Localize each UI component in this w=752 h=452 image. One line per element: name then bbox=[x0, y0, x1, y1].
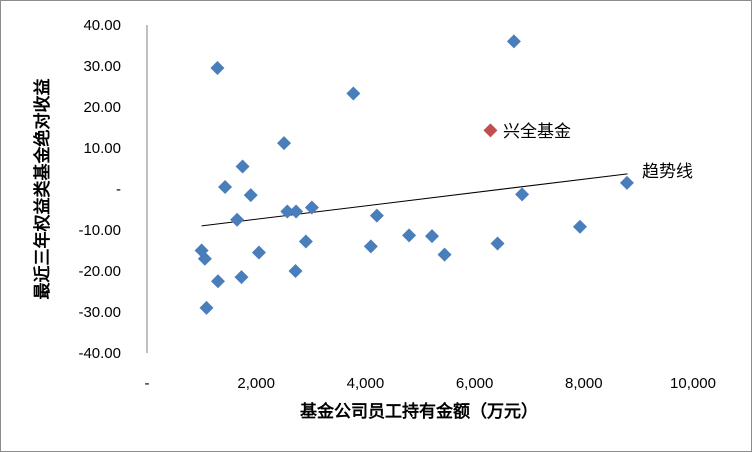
data-points bbox=[194, 34, 634, 315]
data-point bbox=[197, 251, 212, 266]
y-tick-label: 20.00 bbox=[83, 99, 121, 116]
data-point bbox=[490, 236, 505, 251]
data-point bbox=[402, 228, 417, 243]
trendline-label: 趋势线 bbox=[642, 162, 693, 182]
y-tick-label: -20.00 bbox=[78, 263, 121, 280]
trendline-layer bbox=[201, 173, 628, 227]
data-point bbox=[363, 239, 378, 254]
data-point bbox=[280, 204, 295, 219]
data-point bbox=[210, 274, 225, 289]
x-tick-label: 4,000 bbox=[347, 375, 385, 392]
x-tick-label: 8,000 bbox=[565, 375, 603, 392]
data-point bbox=[506, 34, 521, 49]
x-tick-label: - bbox=[145, 375, 150, 392]
data-point bbox=[251, 245, 266, 260]
y-tick-label: - bbox=[116, 181, 121, 198]
data-point bbox=[234, 270, 249, 285]
data-point bbox=[288, 264, 303, 278]
data-point bbox=[369, 208, 384, 223]
annotations: 趋势线 兴全基金 bbox=[503, 122, 693, 182]
data-point bbox=[218, 179, 233, 194]
y-axis-title: 最近三年权益类基金绝对收益 bbox=[32, 79, 53, 300]
data-point bbox=[346, 86, 361, 101]
data-point bbox=[243, 188, 258, 203]
data-point bbox=[230, 212, 245, 227]
data-point bbox=[235, 159, 250, 174]
y-tick-label: 30.00 bbox=[83, 58, 121, 75]
x-tick-label: 6,000 bbox=[456, 375, 494, 392]
y-tick-label: 40.00 bbox=[83, 17, 121, 34]
y-tick-label: -40.00 bbox=[78, 345, 121, 362]
data-point bbox=[515, 187, 530, 202]
y-tick-label: 10.00 bbox=[83, 140, 121, 157]
x-tick-label: 2,000 bbox=[237, 375, 275, 392]
x-tick-label: 10,000 bbox=[670, 375, 716, 392]
y-tick-label: -30.00 bbox=[78, 304, 121, 321]
data-point bbox=[277, 136, 292, 151]
data-point bbox=[304, 200, 319, 215]
trendline bbox=[201, 173, 628, 227]
highlight-point-label: 兴全基金 bbox=[503, 122, 571, 142]
data-point bbox=[437, 247, 452, 262]
data-point bbox=[199, 300, 214, 315]
data-point bbox=[425, 229, 440, 244]
data-point bbox=[619, 175, 634, 190]
data-point bbox=[289, 204, 304, 219]
data-point bbox=[210, 61, 225, 76]
y-tick-labels: 40.00 30.00 20.00 10.00 - -10.00 -20.00 -30.00 -… bbox=[78, 17, 121, 362]
highlight-point bbox=[483, 123, 498, 138]
x-tick-labels: - 2,000 4,000 6,000 8,000 10,000 bbox=[145, 375, 716, 392]
data-point bbox=[298, 234, 313, 249]
y-tick-label: -10.00 bbox=[78, 222, 121, 239]
data-point bbox=[572, 219, 587, 234]
x-axis-title: 基金公司员工持有金额（万元） bbox=[299, 401, 538, 422]
